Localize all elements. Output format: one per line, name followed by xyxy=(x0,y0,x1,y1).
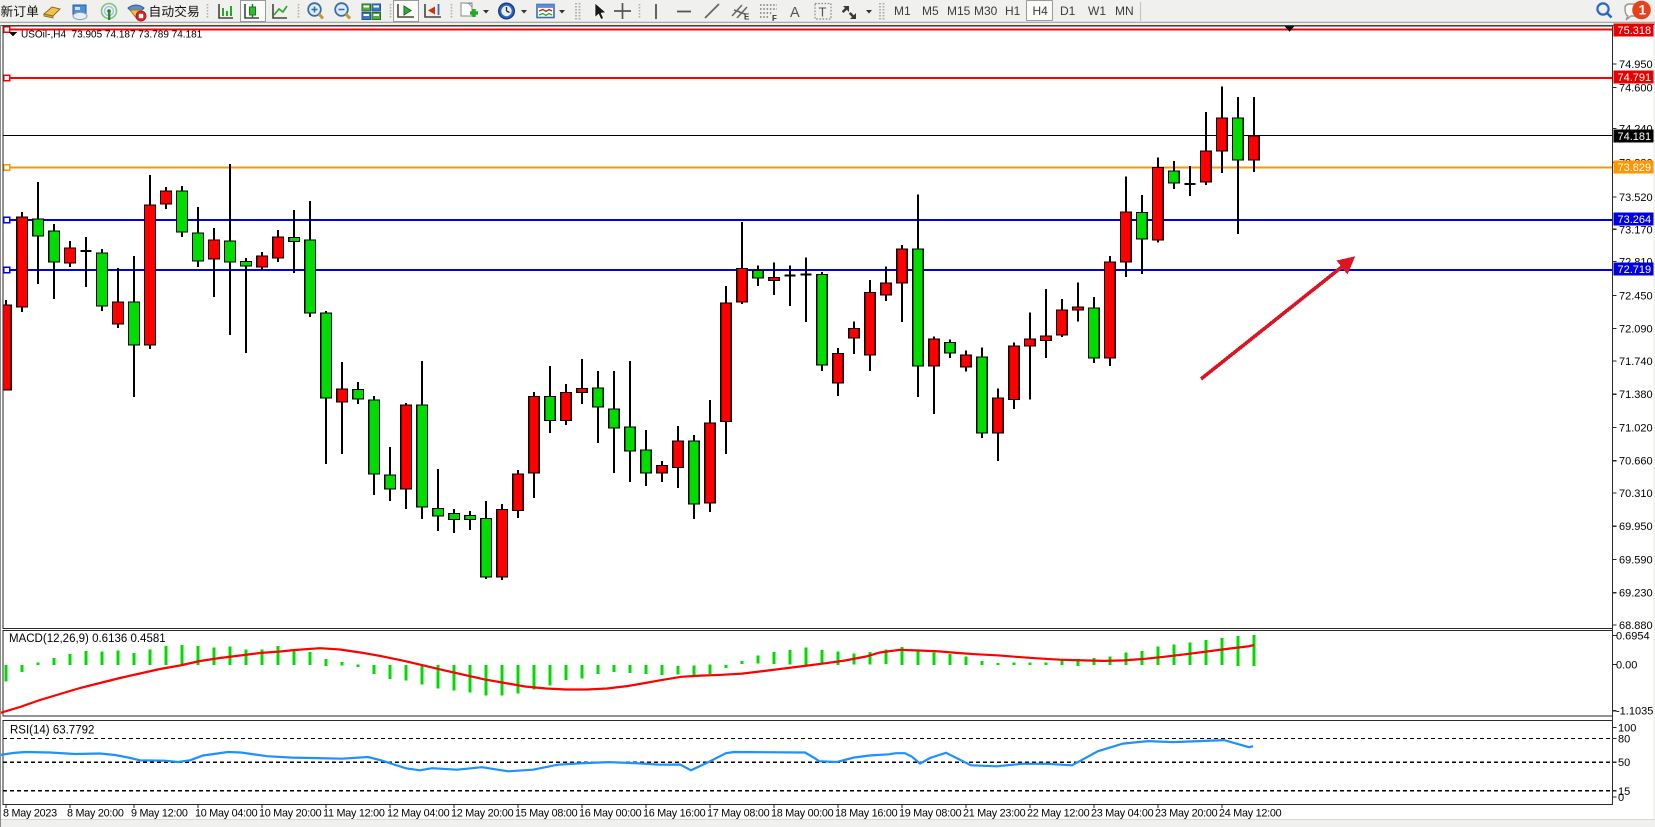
svg-text:69.950: 69.950 xyxy=(1619,521,1653,533)
svg-text:72.450: 72.450 xyxy=(1619,290,1653,302)
svg-text:22 May 12:00: 22 May 12:00 xyxy=(1027,808,1090,820)
svg-text:68.880: 68.880 xyxy=(1619,620,1653,632)
svg-text:69.230: 69.230 xyxy=(1619,588,1653,600)
svg-text:A: A xyxy=(790,5,800,21)
svg-text:MACD(12,26,9) 0.6136 0.4581: MACD(12,26,9) 0.6136 0.4581 xyxy=(9,633,166,645)
svg-text:F: F xyxy=(772,14,777,23)
svg-text:73.520: 73.520 xyxy=(1619,192,1653,204)
svg-text:69.590: 69.590 xyxy=(1619,554,1653,566)
svg-text:75.318: 75.318 xyxy=(1618,25,1652,37)
svg-text:18 May 16:00: 18 May 16:00 xyxy=(835,808,898,820)
svg-text:50: 50 xyxy=(1618,757,1630,769)
svg-text:74.181: 74.181 xyxy=(1618,131,1652,143)
svg-text:12 May 04:00: 12 May 04:00 xyxy=(387,808,450,820)
svg-text:71.380: 71.380 xyxy=(1619,389,1653,401)
svg-text:19 May 08:00: 19 May 08:00 xyxy=(899,808,962,820)
svg-text:8 May 2023: 8 May 2023 xyxy=(3,808,57,820)
svg-text:16 May 16:00: 16 May 16:00 xyxy=(643,808,706,820)
svg-text:1: 1 xyxy=(1639,3,1647,18)
svg-text:0.6954: 0.6954 xyxy=(1616,631,1650,643)
svg-text:0: 0 xyxy=(1618,792,1624,804)
svg-text:71.740: 71.740 xyxy=(1619,356,1653,368)
svg-text:E: E xyxy=(744,13,750,22)
svg-text:24 May 12:00: 24 May 12:00 xyxy=(1219,808,1282,820)
svg-text:70.660: 70.660 xyxy=(1619,456,1653,468)
svg-text:0.00: 0.00 xyxy=(1616,659,1637,671)
svg-text:18 May 00:00: 18 May 00:00 xyxy=(771,808,834,820)
svg-text:RSI(14) 63.7792: RSI(14) 63.7792 xyxy=(10,725,94,737)
svg-text:17 May 08:00: 17 May 08:00 xyxy=(707,808,770,820)
svg-text:100: 100 xyxy=(1618,723,1636,735)
svg-text:70.310: 70.310 xyxy=(1619,488,1653,500)
svg-text:23 May 20:00: 23 May 20:00 xyxy=(1155,808,1218,820)
svg-text:74.791: 74.791 xyxy=(1618,72,1652,84)
svg-text:73.170: 73.170 xyxy=(1619,224,1653,236)
svg-text:23 May 04:00: 23 May 04:00 xyxy=(1091,808,1154,820)
svg-text:21 May 23:00: 21 May 23:00 xyxy=(963,808,1026,820)
svg-text:73.264: 73.264 xyxy=(1618,214,1652,226)
svg-text:-1.1035: -1.1035 xyxy=(1616,706,1653,718)
svg-text:8 May 20:00: 8 May 20:00 xyxy=(67,808,124,820)
svg-text:72.090: 72.090 xyxy=(1619,324,1653,336)
svg-text:71.020: 71.020 xyxy=(1619,422,1653,434)
svg-text:USOil-,H4 73.905 74.187 73.78: USOil-,H4 73.905 74.187 73.789 74.181 xyxy=(21,30,203,41)
svg-text:72.719: 72.719 xyxy=(1618,264,1652,276)
svg-text:T: T xyxy=(819,5,827,20)
svg-text:12 May 20:00: 12 May 20:00 xyxy=(451,808,514,820)
svg-text:80: 80 xyxy=(1618,734,1630,746)
svg-text:10 May 20:00: 10 May 20:00 xyxy=(259,808,322,820)
svg-text:16 May 00:00: 16 May 00:00 xyxy=(579,808,642,820)
svg-text:15 May 08:00: 15 May 08:00 xyxy=(515,808,578,820)
svg-text:10 May 04:00: 10 May 04:00 xyxy=(195,808,258,820)
svg-text:74.950: 74.950 xyxy=(1619,59,1653,71)
svg-text:74.600: 74.600 xyxy=(1619,83,1653,95)
svg-text:11 May 12:00: 11 May 12:00 xyxy=(323,808,385,820)
svg-text:9 May 12:00: 9 May 12:00 xyxy=(131,808,188,820)
svg-text:15: 15 xyxy=(1618,786,1630,798)
svg-text:73.829: 73.829 xyxy=(1618,162,1652,174)
